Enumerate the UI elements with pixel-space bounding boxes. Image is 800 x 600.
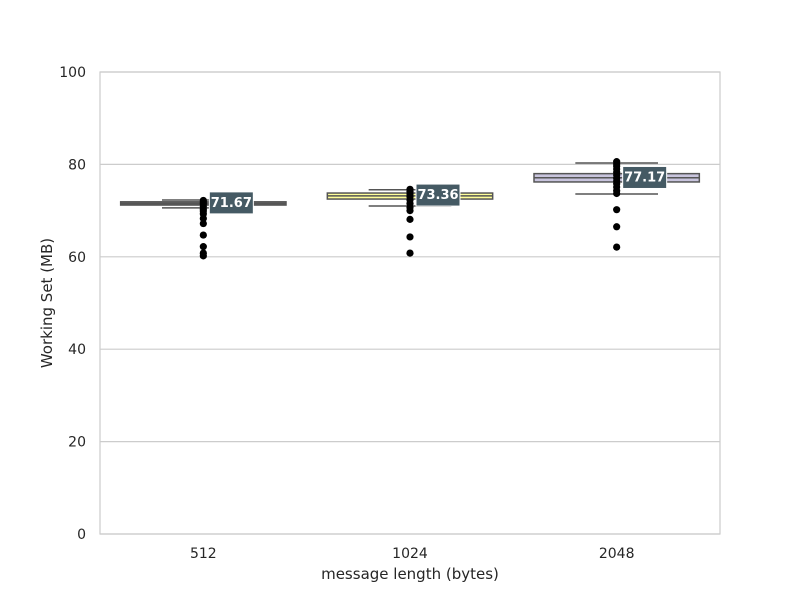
box-1024 (326, 185, 494, 257)
y-tick-labels: 0 20 40 60 80 100 (59, 65, 86, 543)
grid-lines (100, 71, 720, 535)
x-axis-title: message length (bytes) (321, 565, 499, 583)
outlier-point (613, 243, 621, 251)
y-tick-label: 20 (68, 435, 86, 451)
y-tick-label: 0 (77, 527, 86, 543)
x-tick-label: 1024 (392, 546, 428, 562)
outlier-point (199, 196, 207, 205)
y-axis-title: Working Set (MB) (38, 238, 56, 368)
outlier-point (613, 206, 621, 214)
mean-labels: 71.67 73.36 77.17 (208, 165, 668, 215)
x-tick-label: 512 (190, 546, 217, 562)
outlier-point (613, 158, 621, 166)
outlier-point (199, 231, 207, 239)
box-512 (119, 196, 287, 260)
y-tick-label: 100 (59, 65, 86, 81)
x-tick-labels: 512 1024 2048 (190, 546, 635, 562)
mean-label-1024: 73.36 (415, 183, 461, 207)
y-tick-label: 40 (68, 342, 86, 358)
boxes (119, 158, 701, 260)
outlier-point (406, 215, 414, 223)
mean-label-bg (208, 191, 254, 215)
outlier-point (406, 249, 414, 257)
mean-label-bg (415, 183, 461, 207)
y-tick-label: 60 (68, 250, 86, 266)
x-tick-label: 2048 (599, 546, 635, 562)
plot-frame (99, 71, 721, 535)
outlier-point (613, 223, 621, 231)
outlier-point (406, 233, 414, 241)
mean-label-2048: 77.17 (622, 165, 668, 189)
outlier-point (406, 185, 414, 193)
mean-label-text: 71.67 (211, 196, 252, 211)
outlier-point (199, 219, 207, 228)
mean-label-512: 71.67 (208, 191, 254, 215)
mean-label-text: 73.36 (417, 188, 458, 203)
mean-label-text: 77.17 (624, 170, 665, 185)
box-2048 (533, 158, 701, 251)
y-tick-label: 80 (68, 157, 86, 173)
mean-label-bg (622, 165, 668, 189)
outlier-point (199, 243, 207, 251)
outlier-point (199, 249, 207, 257)
